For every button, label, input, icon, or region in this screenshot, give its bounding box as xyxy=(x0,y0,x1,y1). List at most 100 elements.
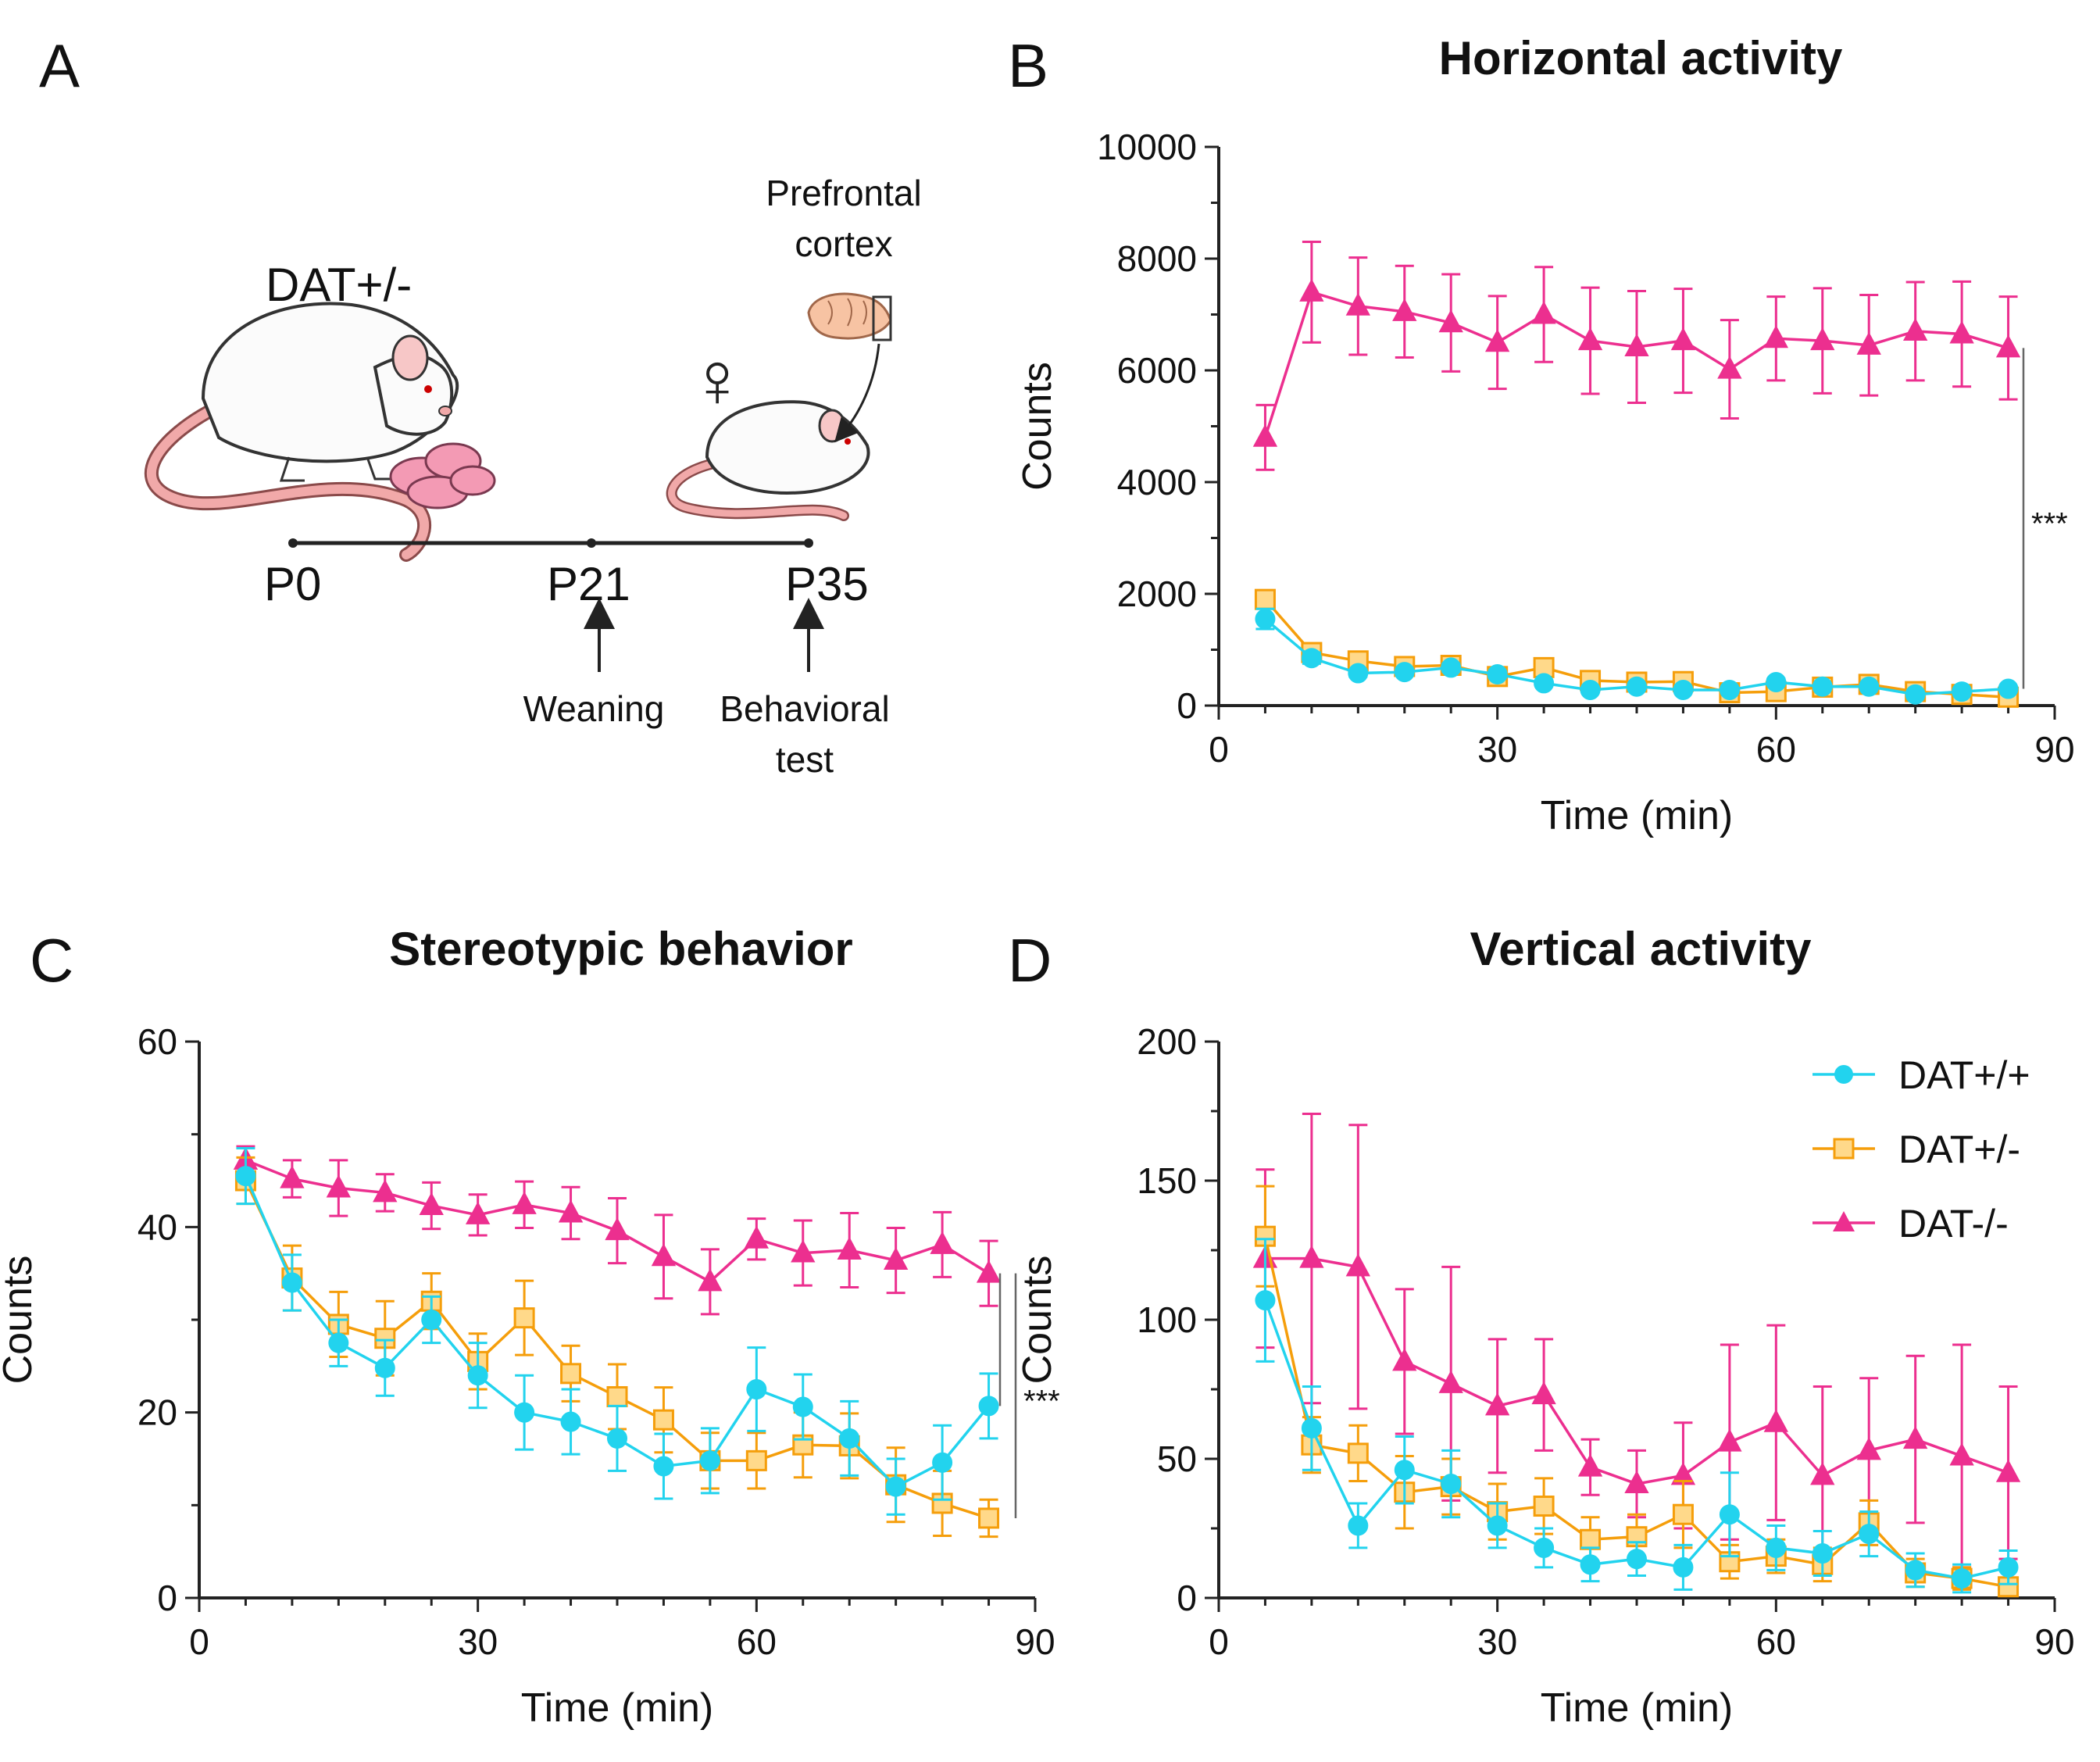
data-point xyxy=(698,1268,723,1292)
data-point xyxy=(467,1365,488,1386)
data-point xyxy=(930,1231,955,1254)
data-point xyxy=(1487,663,1508,684)
data-point xyxy=(978,1507,1000,1529)
data-point xyxy=(744,1225,770,1249)
data-point xyxy=(1531,301,1556,324)
data-point xyxy=(1301,1417,1322,1439)
chart-title: Vertical activity xyxy=(1470,923,1812,975)
tissue-label-line2: cortex xyxy=(795,223,893,264)
data-point xyxy=(976,1260,1002,1283)
data-point xyxy=(1856,1437,1881,1460)
female-symbol: ♀ xyxy=(688,336,747,424)
data-point xyxy=(1533,1496,1555,1517)
data-point xyxy=(1345,292,1371,316)
series-ko xyxy=(1252,1113,2021,1569)
y-tick-label: 20 xyxy=(138,1392,177,1433)
behavioral-label-line1: Behavioral xyxy=(720,688,890,729)
y-axis-label: Counts xyxy=(1015,362,1060,491)
data-point xyxy=(1902,1425,1928,1449)
series-het xyxy=(1254,1185,2020,1598)
y-tick-label: 200 xyxy=(1137,1021,1197,1062)
data-point xyxy=(1534,1537,1555,1558)
data-point xyxy=(1255,1290,1276,1311)
y-tick-label: 6000 xyxy=(1117,350,1197,391)
y-tick-label: 2000 xyxy=(1117,574,1197,614)
data-point xyxy=(1531,1381,1556,1405)
data-point xyxy=(1952,1568,1973,1589)
data-point xyxy=(1254,588,1276,610)
data-point xyxy=(1348,663,1369,684)
data-point xyxy=(1995,1459,2021,1482)
pups-illustration xyxy=(389,442,496,509)
timeline xyxy=(288,538,824,672)
data-point xyxy=(1438,309,1463,333)
data-point xyxy=(1810,327,1835,351)
genotype-label: DAT+/- xyxy=(266,259,412,311)
panel-letter-b: B xyxy=(1008,31,1049,100)
data-point xyxy=(1995,334,2021,358)
panel-a-illustration: ♀ xyxy=(144,292,892,672)
data-point xyxy=(1812,1543,1833,1564)
x-tick-label: 60 xyxy=(737,1621,777,1662)
tissue-label-line1: Prefrontal xyxy=(766,173,922,213)
data-point xyxy=(699,1450,720,1471)
data-point xyxy=(839,1428,860,1449)
data-point xyxy=(1580,679,1601,700)
y-tick-label: 40 xyxy=(138,1206,177,1247)
data-point xyxy=(1763,1409,1789,1432)
data-point xyxy=(373,1179,398,1203)
data-point xyxy=(1670,327,1696,351)
y-tick-label: 150 xyxy=(1137,1160,1197,1201)
data-point xyxy=(1299,1245,1324,1268)
x-axis-label: Time (min) xyxy=(1541,1685,1734,1731)
series-wt xyxy=(235,1146,999,1516)
x-axis-label: Time (min) xyxy=(521,1685,714,1731)
series-wt xyxy=(1255,607,2019,705)
data-point xyxy=(1438,1370,1463,1393)
chart-vertical-activity: Vertical activity 0 30 60 90 0 50 100 150 200 Time… xyxy=(1015,923,2075,1731)
data-point xyxy=(746,1379,767,1399)
data-point xyxy=(1487,1515,1508,1536)
data-point xyxy=(792,1396,813,1417)
data-point xyxy=(281,1272,302,1293)
data-point xyxy=(1577,1453,1603,1477)
x-tick-label: 90 xyxy=(2034,729,2074,770)
data-point xyxy=(1484,329,1510,352)
data-point xyxy=(1394,1460,1415,1481)
data-point xyxy=(1952,681,1973,702)
chart-title: Horizontal activity xyxy=(1439,32,1843,84)
data-point xyxy=(1859,676,1880,697)
data-point xyxy=(1392,298,1417,321)
data-point xyxy=(651,1243,677,1267)
y-tick-label: 0 xyxy=(1177,1578,1197,1618)
data-point xyxy=(745,1449,767,1471)
data-point xyxy=(235,1166,256,1187)
data-point xyxy=(1905,1560,1926,1581)
data-point xyxy=(605,1217,630,1241)
data-point xyxy=(558,1199,584,1223)
data-point xyxy=(1812,676,1833,697)
data-point xyxy=(1856,331,1881,355)
significance-label: *** xyxy=(2031,506,2068,541)
data-point xyxy=(280,1165,305,1188)
data-point xyxy=(1577,327,1603,351)
data-point xyxy=(1580,1528,1602,1550)
data-point xyxy=(1766,671,1787,692)
data-point xyxy=(1255,609,1276,630)
series-ko xyxy=(1252,241,2021,471)
data-point xyxy=(1392,1348,1417,1371)
panel-letter-d: D xyxy=(1008,926,1052,995)
data-point xyxy=(883,1246,909,1271)
chart-title: Stereotypic behavior xyxy=(389,923,853,975)
x-tick-label: 0 xyxy=(1209,1621,1229,1662)
data-point xyxy=(421,1310,442,1330)
data-point xyxy=(1717,1428,1742,1452)
data-point xyxy=(326,1174,352,1198)
adult-rat-illustration xyxy=(144,302,459,562)
data-point xyxy=(1301,648,1322,669)
y-tick-label: 100 xyxy=(1137,1299,1197,1340)
data-point xyxy=(932,1452,953,1473)
data-point xyxy=(837,1236,862,1260)
y-tick-label: 0 xyxy=(157,1578,177,1618)
data-point xyxy=(465,1201,491,1224)
